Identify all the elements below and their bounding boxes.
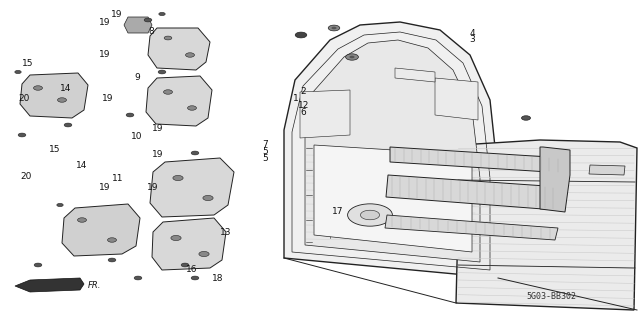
Polygon shape	[390, 147, 565, 173]
Text: 5G03-BB302: 5G03-BB302	[527, 292, 577, 300]
Text: 10: 10	[131, 132, 142, 141]
Circle shape	[173, 175, 183, 181]
Circle shape	[33, 86, 42, 90]
Polygon shape	[435, 78, 478, 120]
Polygon shape	[150, 158, 234, 217]
Circle shape	[158, 70, 166, 74]
Circle shape	[186, 53, 195, 57]
Text: 19: 19	[147, 183, 158, 192]
Polygon shape	[62, 204, 140, 256]
Polygon shape	[386, 175, 560, 210]
Circle shape	[108, 238, 116, 242]
Circle shape	[159, 12, 165, 16]
Circle shape	[349, 56, 355, 58]
Circle shape	[332, 27, 337, 29]
Circle shape	[134, 276, 142, 280]
Text: 19: 19	[99, 18, 110, 27]
Text: 15: 15	[49, 145, 60, 154]
Circle shape	[34, 263, 42, 267]
Polygon shape	[589, 165, 625, 175]
Circle shape	[191, 276, 199, 280]
Text: 13: 13	[220, 228, 231, 237]
Polygon shape	[148, 28, 210, 70]
Polygon shape	[15, 278, 84, 292]
Polygon shape	[395, 68, 435, 82]
Text: 16: 16	[186, 265, 198, 274]
Circle shape	[164, 36, 172, 40]
Circle shape	[58, 98, 67, 102]
Polygon shape	[152, 218, 226, 270]
Circle shape	[328, 25, 340, 31]
Circle shape	[171, 235, 181, 241]
Polygon shape	[284, 22, 498, 278]
Circle shape	[57, 204, 63, 207]
Text: 19: 19	[111, 10, 123, 19]
Circle shape	[348, 204, 392, 226]
Polygon shape	[305, 40, 480, 262]
Polygon shape	[456, 140, 637, 310]
Polygon shape	[385, 215, 558, 240]
Polygon shape	[20, 73, 88, 118]
Circle shape	[295, 32, 307, 38]
Text: 19: 19	[152, 150, 164, 159]
Text: 20: 20	[20, 172, 31, 181]
Text: 17: 17	[332, 207, 344, 216]
Text: 8: 8	[149, 27, 154, 36]
Text: 14: 14	[60, 84, 71, 93]
Circle shape	[15, 70, 21, 74]
Polygon shape	[124, 17, 152, 33]
Circle shape	[126, 113, 134, 117]
Polygon shape	[540, 147, 570, 212]
Text: 6: 6	[301, 108, 306, 117]
Text: FR.: FR.	[88, 280, 101, 290]
Text: 5: 5	[262, 147, 268, 156]
Polygon shape	[146, 76, 212, 126]
Polygon shape	[300, 90, 350, 138]
Circle shape	[203, 196, 213, 201]
Text: 4: 4	[470, 29, 475, 38]
Text: 15: 15	[22, 59, 34, 68]
Text: 11: 11	[112, 174, 124, 183]
Polygon shape	[314, 145, 472, 252]
Circle shape	[522, 116, 531, 120]
Circle shape	[164, 90, 173, 94]
Text: 14: 14	[76, 161, 88, 170]
Text: 7: 7	[262, 140, 268, 149]
Text: 3: 3	[470, 35, 475, 44]
Circle shape	[181, 263, 189, 267]
Circle shape	[188, 106, 196, 110]
Text: 2: 2	[300, 87, 305, 96]
Circle shape	[346, 54, 358, 60]
Text: 1: 1	[293, 94, 298, 103]
Text: 20: 20	[19, 94, 30, 103]
Circle shape	[108, 258, 116, 262]
Circle shape	[191, 151, 199, 155]
Text: 12: 12	[298, 101, 309, 110]
Text: 19: 19	[102, 94, 113, 103]
Circle shape	[360, 210, 380, 220]
Circle shape	[77, 218, 86, 222]
Circle shape	[18, 133, 26, 137]
Text: 19: 19	[99, 183, 110, 192]
Text: 19: 19	[99, 50, 110, 59]
Text: 19: 19	[152, 124, 164, 133]
Text: 9: 9	[135, 73, 140, 82]
Text: 18: 18	[212, 274, 223, 283]
Text: 5: 5	[262, 154, 268, 163]
Circle shape	[144, 18, 152, 22]
Circle shape	[199, 251, 209, 256]
Circle shape	[64, 123, 72, 127]
